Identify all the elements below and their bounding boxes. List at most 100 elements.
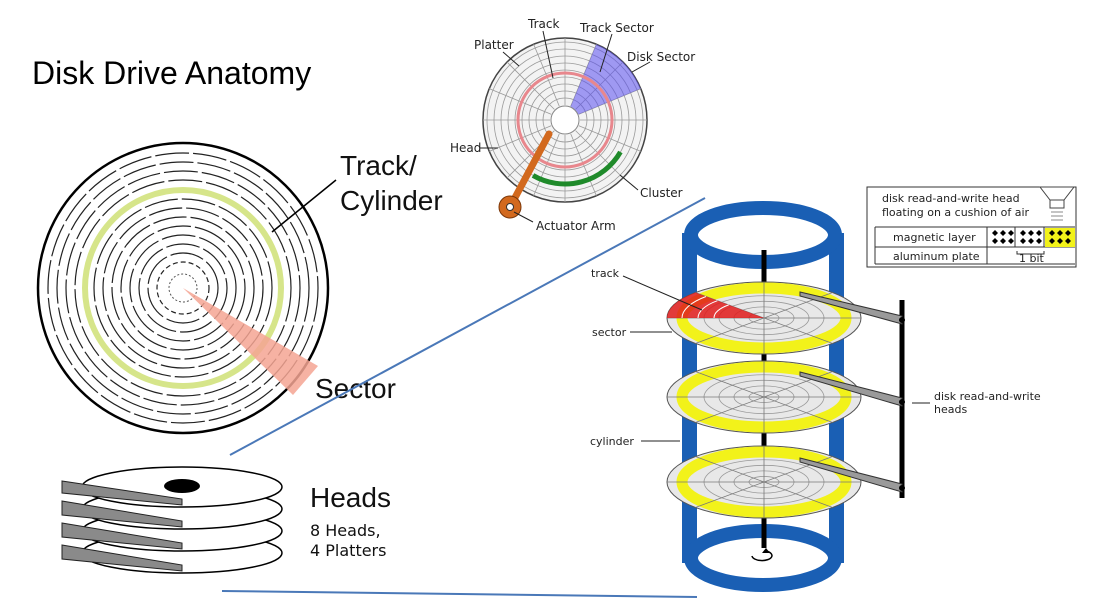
bit-dot [1020,230,1026,236]
platter-spindle [168,273,198,303]
track-ring [111,216,255,360]
bit-dot [1028,230,1034,236]
head-arm-icon [799,291,903,325]
right-heads-label-line2: heads [934,403,967,416]
top-head-label: Head [450,141,481,155]
bit-dot [1036,230,1042,236]
bit-dot [1008,238,1014,244]
track-ring [102,207,264,369]
inset-aluminum-plate: aluminum plate [893,250,980,263]
top-sector-spoke [489,88,552,115]
top-sector-spoke [533,44,560,107]
top-disk-sector-label: Disk Sector [627,50,695,64]
cylinder-platters [666,281,862,519]
track-ring [47,152,319,424]
bit-dot [1000,238,1006,244]
track-label-line1: Track/ [340,150,417,181]
sector-wedge [183,288,318,395]
head-arm-icon [61,480,183,506]
bit-dot [1057,230,1063,236]
connector-line-lower [221,590,698,598]
top-sector-spoke [489,125,552,152]
right-track-label: track [591,267,620,280]
head-arm-icon [799,457,903,493]
platter-tracks [47,152,319,424]
bit-inset [866,186,1077,268]
bit-dot [1036,238,1042,244]
top-track-label: Track [527,17,559,31]
cylinder-platter [666,281,862,355]
highlighted-track [82,187,284,389]
top-sector-spoke [533,133,560,196]
cylinder-diagram [622,201,930,592]
inset-head-line2: floating on a cushion of air [882,206,1030,219]
bit-dot [1000,230,1006,236]
bit-dot [1028,238,1034,244]
inset-bit-label: 1 bit [1019,252,1045,265]
track-label-line2: Cylinder [340,185,443,216]
heads-stack [61,466,283,574]
top-sector-spoke [578,88,641,115]
bit-bracket [1016,251,1045,255]
bit-dot [1065,238,1071,244]
head-arm-icon [61,544,183,572]
read-write-head-arms [799,291,905,493]
rotation-arrow-icon [751,550,773,562]
bit-dot [1049,238,1055,244]
page-title: Disk Drive Anatomy [32,55,311,91]
left-platter [36,141,337,435]
heads-count: 8 Heads, [310,521,381,540]
track-leader [622,275,703,311]
right-sector-label: sector [592,326,627,339]
track-ring [156,261,210,315]
track-ring [129,234,237,342]
sector-highlight [667,292,764,318]
track-ring [65,170,301,406]
bit-dot [1065,230,1071,236]
connector-line-upper [229,197,706,456]
cylinder-platter [666,360,862,434]
top-actuator-arm-label: Actuator Arm [536,219,616,233]
track-ring [56,161,310,415]
track-ring [120,225,246,351]
right-cylinder-label: cylinder [590,435,634,448]
cluster-arc [531,150,623,187]
bit-dot [992,230,998,236]
top-platter-label: Platter [474,38,514,52]
top-spindle [550,105,580,135]
magnetic-bits [992,230,1071,244]
sector-label: Sector [315,373,396,404]
platters-count: 4 Platters [310,541,386,560]
top-platter [480,30,651,223]
track-ring [138,243,228,333]
bit-dot [992,238,998,244]
inset-magnetic-layer: magnetic layer [893,231,976,244]
top-sector-spoke [570,133,597,196]
top-track-ring [516,71,614,169]
track-ring [93,198,273,378]
platter-1 [61,466,283,508]
right-heads-label-line1: disk read-and-write [934,390,1041,403]
cylinder-bottom-rim [684,557,842,592]
bit-dot [1057,238,1063,244]
head-arm-icon [799,371,903,407]
spindle-hub [164,479,200,493]
top-cluster-label: Cluster [640,186,683,200]
track-ring [74,179,292,397]
inset-head-line1: disk read-and-write head [882,192,1020,205]
bit-dot [1008,230,1014,236]
head-arm-icon [61,500,183,528]
top-sector-spoke [578,125,641,152]
bit-dot [1049,230,1055,236]
top-track-sector-label: Track Sector [579,21,654,35]
actuator-arm-icon [506,130,553,211]
track-ring [147,252,219,324]
bit-dot [1020,238,1026,244]
cylinder-platter [666,445,862,519]
floating-head-icon [1038,186,1076,221]
track-leader-line [271,179,337,233]
head-arm-icon [61,522,183,550]
disk-sector-wedge [565,44,641,120]
